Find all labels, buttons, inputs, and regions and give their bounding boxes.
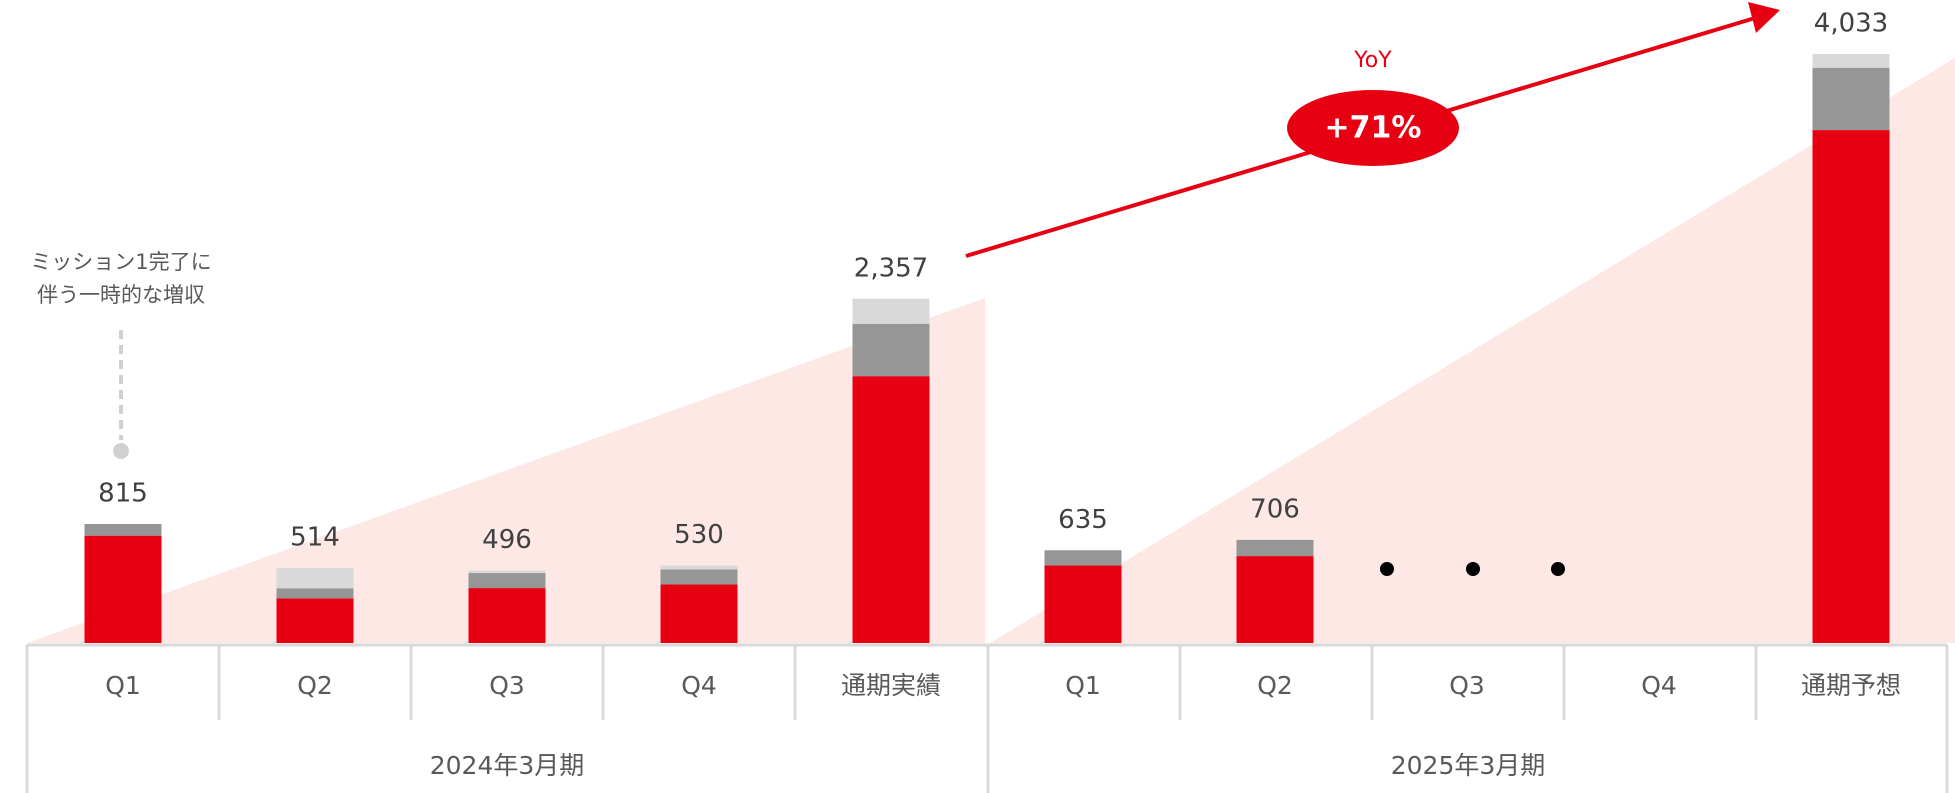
bar-segment [84, 535, 162, 643]
bar-segment [660, 565, 738, 570]
x-tick-label: Q4 [1641, 671, 1677, 700]
arrow-head [1748, 2, 1780, 33]
x-tick-label: Q1 [105, 671, 141, 700]
bar-segment [1236, 556, 1314, 643]
x-tick-label: Q2 [297, 671, 333, 700]
bar-segment [852, 298, 930, 324]
yoy-label: YoY [1353, 48, 1392, 73]
annotation: ミッション1完了に [30, 250, 211, 274]
x-tick-label: Q2 [1257, 671, 1293, 700]
bar-segment [660, 569, 738, 585]
bar-segment [468, 570, 546, 574]
ellipsis [1380, 562, 1565, 576]
value-label: 815 [98, 478, 148, 508]
yoy-badge [1287, 90, 1459, 166]
value-label: 496 [482, 525, 532, 555]
bar-segment [1044, 565, 1122, 643]
bar-segment [1236, 539, 1314, 557]
value-label: 530 [674, 520, 724, 550]
bar-segment [852, 323, 930, 377]
bar-segment [276, 588, 354, 599]
bar-segment [468, 588, 546, 643]
x-tick-label: Q3 [489, 671, 525, 700]
bar-segment [276, 567, 354, 589]
bar-segment [468, 573, 546, 589]
yoy-value: +71% [1325, 111, 1422, 146]
annotation: 伴う一時的な増収 [37, 283, 205, 307]
trend-area [990, 58, 1955, 643]
value-label: 4,033 [1814, 9, 1888, 39]
bar-segment [852, 376, 930, 643]
trend-area [27, 298, 985, 643]
group-label: 2025年3月期 [1391, 751, 1546, 780]
value-label: 635 [1058, 505, 1108, 535]
bar-segment [1812, 67, 1890, 131]
value-label: 706 [1250, 494, 1300, 524]
bar-segment [1812, 54, 1890, 68]
x-tick-label: Q3 [1449, 671, 1485, 700]
x-tick-label: 通期予想 [1801, 671, 1901, 700]
bar-segment [276, 598, 354, 643]
value-label: 2,357 [854, 253, 928, 283]
x-tick-label: Q1 [1065, 671, 1101, 700]
value-label: 514 [290, 522, 340, 552]
x-tick-label: 通期実績 [841, 671, 941, 700]
bar-segment [84, 523, 162, 536]
bar-segment [1812, 130, 1890, 644]
bar-segment [1044, 550, 1122, 566]
bar-segment [660, 584, 738, 643]
annotation-dot [113, 443, 129, 459]
table-lines [25, 643, 1949, 793]
x-tick-label: Q4 [681, 671, 717, 700]
group-label: 2024年3月期 [430, 751, 585, 780]
